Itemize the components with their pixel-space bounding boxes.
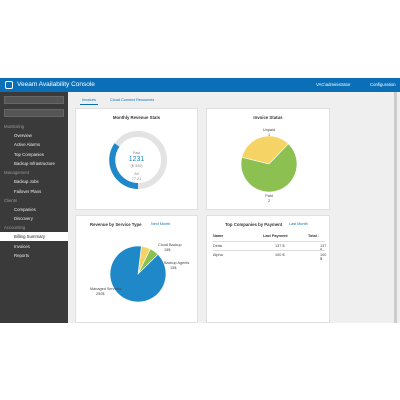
dropdown[interactable]: [4, 96, 64, 104]
logo: [5, 81, 13, 89]
table-cell: Alpha: [213, 252, 223, 257]
slice-label: 250$: [96, 292, 105, 296]
table-cell: 137 $: [320, 243, 327, 252]
slice-label: Managed Services: [90, 287, 122, 291]
nav-item[interactable]: Top Companies: [14, 151, 44, 157]
label: Paid: [132, 151, 141, 155]
table-cell: 137 $: [275, 243, 285, 248]
content: Invoices Cloud Connect Resources Monthly…: [68, 92, 400, 323]
row-divider: [213, 241, 325, 242]
column-header: Total ↓: [308, 234, 320, 238]
invoice-status-card: Invoice Status Unpaid 1 Paid 2: [206, 108, 330, 210]
nav-item[interactable]: Backup Infrastructure: [14, 160, 55, 166]
top-companies-card: Top Companies by Payment Last Month Name…: [206, 215, 330, 323]
row-divider: [213, 250, 325, 251]
slice-label: 15$: [170, 266, 177, 270]
service-revenue-card: Revenue by Service Type Next Month Cloud…: [75, 215, 198, 323]
period-select[interactable]: Last Month: [289, 222, 308, 226]
label: All: [134, 172, 139, 176]
donut: [109, 131, 167, 189]
nav-item[interactable]: Billing Summary: [0, 232, 68, 242]
nav-section: Management: [4, 170, 30, 176]
value: 77.21: [131, 177, 142, 181]
nav-section: Monitoring: [4, 124, 25, 129]
table-cell: Delta: [213, 243, 222, 248]
nav-item[interactable]: Invoices: [14, 243, 30, 249]
column-header: Last Payment: [263, 234, 288, 238]
tab[interactable]: Cloud Connect Resources: [110, 98, 155, 102]
slice-label: 15$: [164, 248, 171, 252]
sub-value: ($ 340): [130, 164, 143, 168]
nav-item[interactable]: Backup Jobs: [14, 179, 39, 185]
slice-label: Unpaid: [263, 128, 275, 132]
app-title: Veeam Availability Console: [17, 81, 95, 88]
nav-item[interactable]: Failover Plans: [14, 188, 42, 194]
ring-arc: [109, 143, 139, 189]
slice-label: 1: [268, 133, 270, 137]
nav-section: Clients: [4, 197, 18, 203]
nav-item[interactable]: Companies: [14, 206, 36, 212]
period-select[interactable]: Next Month: [151, 222, 171, 226]
configuration[interactable]: Configuration: [370, 82, 396, 87]
nav-item[interactable]: Discovery: [14, 216, 33, 222]
slice-label: Backup Agents: [164, 261, 189, 265]
nav-item[interactable]: Overview: [14, 133, 32, 138]
slice-label: Paid: [265, 194, 273, 198]
card-title: Monthly Revenue Stats: [112, 115, 161, 120]
scrollbar[interactable]: [394, 92, 397, 323]
pie-slice: [240, 143, 298, 193]
pie-slice: [109, 245, 167, 303]
revenue-stats-card: Monthly Revenue Stats Paid 1231 ($ 340) …: [75, 108, 198, 210]
value: 1231: [128, 156, 145, 163]
column-header: Name: [213, 234, 224, 238]
dropdown[interactable]: [4, 109, 64, 117]
table-cell: 100 $: [320, 252, 327, 261]
slice-label: 2: [268, 199, 270, 203]
card-title: Revenue by Service Type: [90, 222, 142, 227]
card-title: Top Companies by Payment: [225, 222, 283, 227]
pie-slice: [241, 135, 289, 165]
card-title: Invoice Status: [253, 115, 283, 120]
nav-section: Accounting: [4, 225, 26, 231]
slice-label: Cloud Backup: [158, 243, 182, 247]
table-cell: 100 $: [275, 252, 285, 257]
nav-item[interactable]: Active Alarms: [14, 142, 41, 148]
user-menu[interactable]: VAC\administrator: [316, 82, 351, 87]
sidebar: Monitoring Overview Active Alarms Top Compa…: [0, 92, 68, 323]
nav-item[interactable]: Reports: [14, 253, 30, 258]
tab[interactable]: Invoices: [80, 98, 98, 105]
header: Veeam Availability Console VAC\administr…: [0, 78, 400, 92]
